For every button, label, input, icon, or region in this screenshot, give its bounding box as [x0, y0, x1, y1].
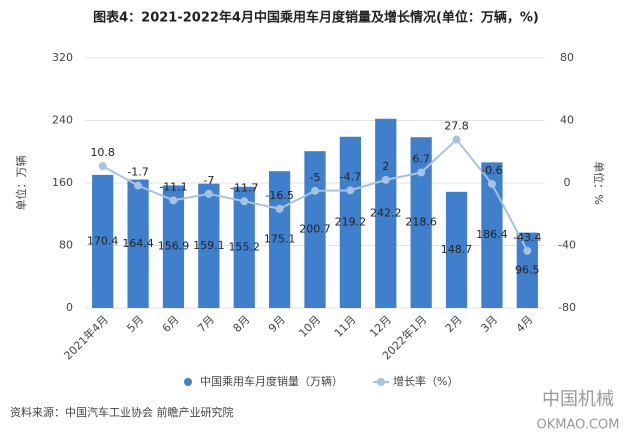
y2-tick-label: 40: [560, 114, 574, 127]
x-tick-label: 7月: [195, 313, 217, 335]
bar-value-label: 218.6: [405, 216, 437, 229]
line-value-label: 2: [382, 160, 389, 173]
bar-value-label: 155.2: [228, 240, 260, 253]
bar-value-label: 159.1: [193, 239, 225, 252]
y-tick-label: 0: [66, 301, 73, 314]
bar: [339, 136, 361, 308]
bar: [92, 174, 114, 308]
y2-tick-label: -40: [558, 239, 576, 252]
line-point: [452, 135, 461, 144]
bar-value-label: 156.9: [158, 240, 190, 253]
y-tick-label: 160: [52, 176, 73, 189]
line-value-label: 6.7: [412, 153, 430, 166]
line-value-label: -7: [203, 174, 214, 187]
bar-value-label: 164.4: [122, 237, 154, 250]
bar-value-label: 170.4: [87, 234, 119, 247]
line-point: [240, 197, 249, 206]
line-point: [381, 175, 390, 184]
y2-tick-label: 80: [560, 51, 574, 64]
line-value-label: -0.6: [481, 164, 502, 177]
bar-value-label: 186.4: [476, 228, 508, 241]
bar: [445, 191, 468, 308]
bar-value-label: 175.1: [264, 233, 296, 246]
x-tick-label: 4月: [514, 313, 536, 335]
line-point: [98, 162, 107, 171]
y-tick-label: 240: [52, 114, 73, 127]
line-point: [346, 186, 355, 195]
y2-tick-label: 0: [564, 176, 571, 189]
bar: [198, 183, 220, 308]
line-value-label: -11.7: [230, 181, 258, 194]
x-tick-label: 12月: [367, 313, 394, 340]
line-value-label: -11.1: [159, 180, 187, 193]
line-point: [134, 181, 143, 190]
line-value-label: 10.8: [90, 146, 115, 159]
bar: [516, 232, 538, 308]
line-value-label: 27.8: [444, 120, 469, 133]
bar-value-label: 242.2: [370, 206, 402, 219]
line-value-label: -1.7: [127, 166, 148, 179]
line-point: [169, 196, 178, 205]
chart-title: 图表4：2021-2022年4月中国乘用车月度销量及增长情况(单位：万辆，%): [93, 10, 539, 26]
legend-swatch: [184, 378, 192, 386]
y2-axis-label: 单位：%: [592, 161, 606, 204]
x-tick-label: 9月: [266, 313, 288, 335]
source: 资料来源：中国汽车工业协会 前瞻产业研究院: [10, 405, 234, 419]
bar-value-label: 148.7: [441, 243, 473, 256]
line-point: [275, 204, 284, 213]
watermark: OKMAO.COM: [536, 418, 619, 433]
bar-value-label: 219.2: [335, 215, 367, 228]
line-point: [523, 246, 532, 255]
line-point: [204, 189, 213, 198]
line-value-label: -16.5: [265, 189, 293, 202]
y-tick-label: 80: [59, 239, 73, 252]
x-tick-label: 2021年4月: [61, 312, 111, 362]
line-point: [417, 168, 426, 177]
watermark: 中国机械: [542, 389, 614, 410]
y-axis-label: 单位：万辆: [14, 156, 28, 211]
line-value-label: -4.7: [340, 170, 361, 183]
legend-swatch: [377, 378, 385, 386]
x-tick-label: 8月: [231, 313, 253, 335]
y-tick-label: 320: [52, 51, 73, 64]
x-tick-label: 5月: [124, 313, 146, 335]
line-value-label: -43.4: [513, 231, 541, 244]
line-point: [311, 186, 319, 195]
bar: [127, 179, 149, 308]
legend-label: 增长率（%）: [393, 374, 458, 388]
bar-value-label: 200.7: [299, 223, 331, 236]
bar: [162, 185, 185, 308]
x-tick-label: 3月: [478, 313, 500, 335]
bar: [375, 118, 397, 308]
bar: [233, 186, 255, 308]
bar: [481, 162, 503, 308]
bar-value-label: 96.5: [515, 263, 540, 276]
line-value-label: -5: [310, 171, 321, 184]
y2-tick-label: -80: [558, 301, 576, 314]
legend-label: 中国乘用车月度销量（万辆）: [200, 374, 343, 388]
x-tick-label: 6月: [160, 313, 182, 335]
bar: [410, 137, 432, 308]
line-point: [487, 179, 496, 188]
x-tick-label: 2月: [443, 313, 465, 335]
x-tick-label: 11月: [332, 313, 359, 340]
x-tick-label: 10月: [296, 313, 323, 340]
